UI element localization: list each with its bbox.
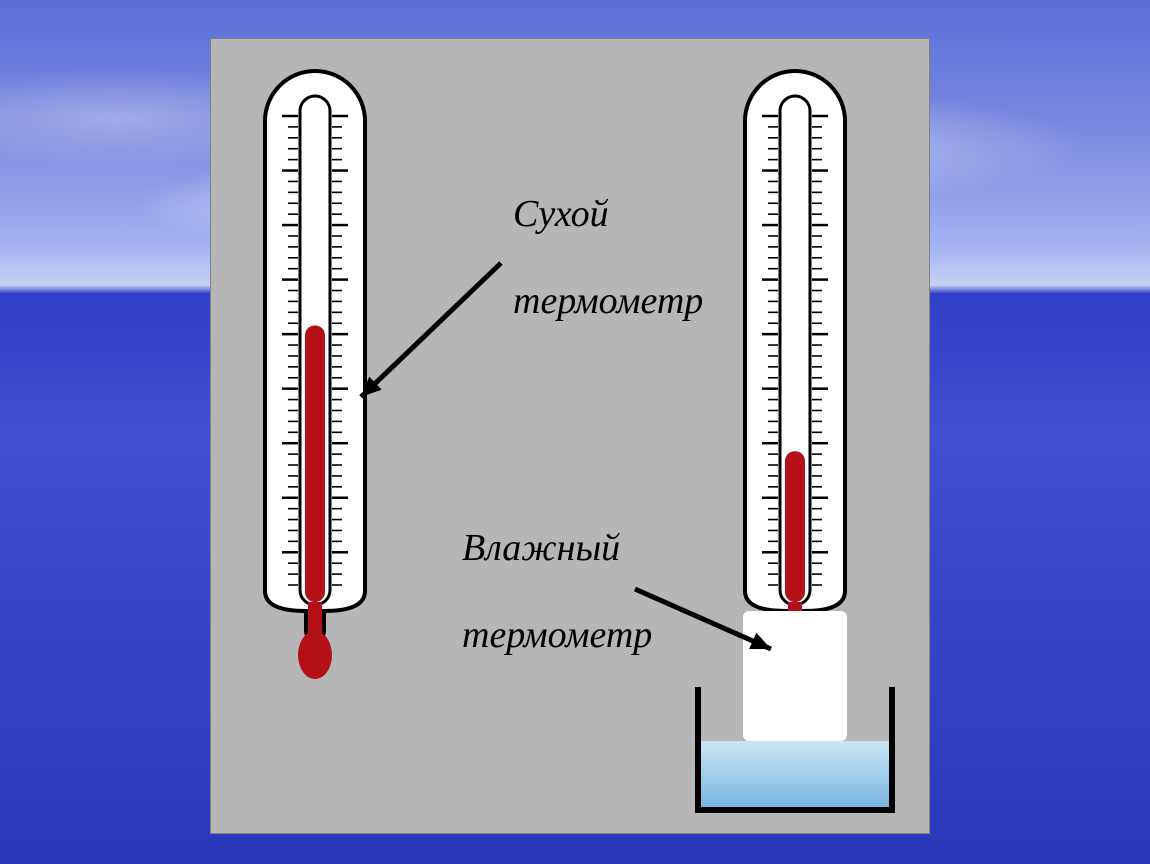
dry-label-line1: Сухой [513,193,609,235]
arrow-to-dry-thermometer [341,243,521,417]
diagram-panel: Сухой термометр Влажный термометр [210,38,930,834]
arrow-to-wet-thermometer [615,569,791,669]
dry-label-line2: термометр [513,280,703,322]
wet-label-line1: Влажный [462,527,620,569]
slide-background: Сухой термометр Влажный термометр [0,0,1150,864]
